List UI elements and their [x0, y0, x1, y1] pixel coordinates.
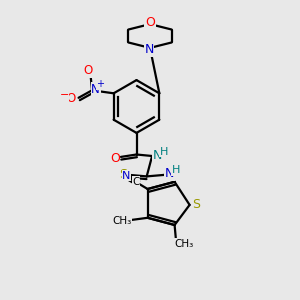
Text: H: H [172, 165, 180, 175]
Text: N: N [153, 148, 162, 162]
Text: N: N [122, 171, 131, 181]
Text: N: N [144, 44, 154, 56]
Text: O: O [83, 64, 93, 77]
Text: O: O [67, 92, 76, 105]
Text: C: C [132, 177, 140, 187]
Text: O: O [110, 152, 120, 165]
Text: S: S [192, 198, 200, 211]
Text: −: − [59, 90, 69, 100]
Text: N: N [165, 167, 174, 180]
Text: S: S [119, 168, 127, 181]
Text: +: + [96, 79, 104, 89]
Text: CH₃: CH₃ [174, 238, 193, 249]
Text: O: O [145, 16, 155, 29]
Text: H: H [160, 147, 168, 157]
Text: N: N [91, 83, 100, 96]
Text: CH₃: CH₃ [112, 216, 131, 226]
